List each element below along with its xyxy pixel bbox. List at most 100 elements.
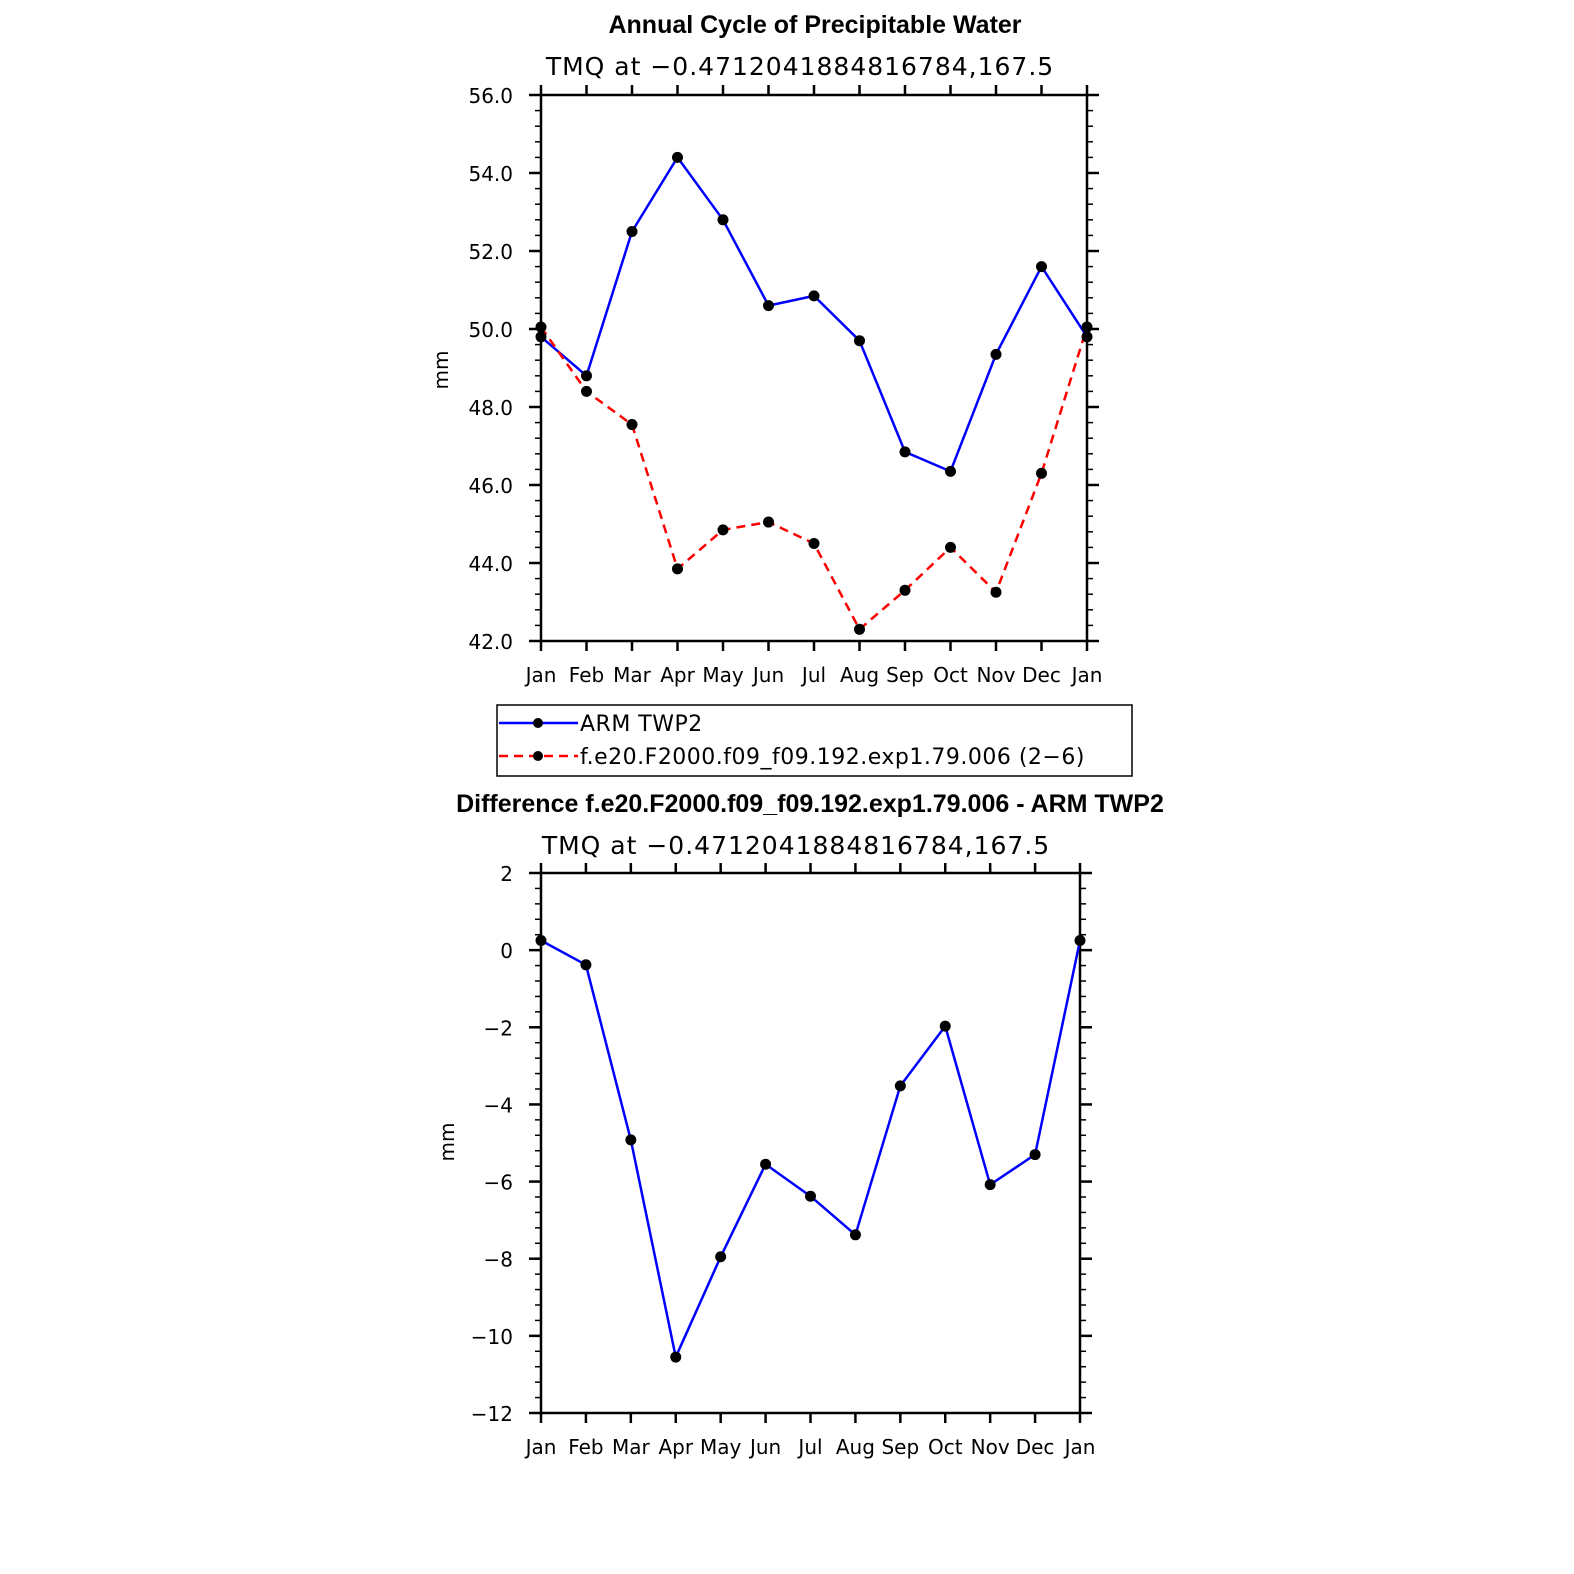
legend-label-model: f.e20.F2000.f09_f09.192.exp1.79.006 (2−6… xyxy=(580,745,1085,770)
x-tick-label: Feb xyxy=(568,1435,603,1459)
y-tick-label: 0 xyxy=(500,939,513,963)
y-tick-label: 46.0 xyxy=(468,474,513,498)
data-point xyxy=(1029,1149,1041,1161)
legend: ARM TWP2 f.e20.F2000.f09_f09.192.exp1.79… xyxy=(496,704,1133,777)
x-tick-label: Jan xyxy=(524,1435,557,1459)
data-point xyxy=(625,1134,637,1146)
x-tick-label: Jul xyxy=(800,663,826,687)
y-tick-label: −10 xyxy=(471,1325,513,1349)
x-tick-label: Jan xyxy=(1063,1435,1096,1459)
series-layer xyxy=(535,935,1086,1363)
legend-marker-arm xyxy=(533,718,543,728)
y-tick-label: −8 xyxy=(484,1248,513,1272)
series-layer xyxy=(535,151,1093,635)
legend-marker-model xyxy=(533,751,543,761)
chart-subtitle: TMQ at −0.4712041884816784,167.5 xyxy=(541,831,1050,860)
data-point xyxy=(1036,467,1047,479)
data-point xyxy=(763,516,774,528)
y-tick-label: 42.0 xyxy=(468,630,513,654)
y-tick-label: −2 xyxy=(484,1016,513,1040)
data-point xyxy=(899,584,911,596)
y-tick-label: 2 xyxy=(500,862,513,886)
x-tick-label: Sep xyxy=(881,1435,919,1459)
data-point xyxy=(580,959,592,971)
data-point xyxy=(1081,321,1093,333)
data-point xyxy=(670,1351,682,1363)
data-point xyxy=(715,1251,727,1263)
plot-axes: Jan Feb Mar Apr May Jun Jul Aug Sep Oct Nov Dec Jan−… xyxy=(471,862,1096,1459)
data-point xyxy=(990,586,1002,598)
chart-title: Difference f.e20.F2000.f09_f09.192.exp1.… xyxy=(456,790,1164,818)
y-tick-label: −4 xyxy=(484,1093,513,1117)
data-point xyxy=(849,1229,861,1241)
data-point xyxy=(854,335,865,347)
x-tick-label: Jun xyxy=(748,1435,781,1459)
data-point xyxy=(717,524,729,536)
data-point xyxy=(626,226,638,237)
y-tick-label: 44.0 xyxy=(468,552,513,576)
x-tick-label: Apr xyxy=(660,663,695,687)
x-tick-label: Jul xyxy=(796,1435,822,1459)
x-tick-label: Oct xyxy=(928,1435,963,1459)
x-tick-label: Sep xyxy=(886,663,924,687)
data-point xyxy=(808,538,820,549)
y-tick-label: 52.0 xyxy=(468,240,513,264)
data-point xyxy=(535,331,547,343)
x-tick-label: Jan xyxy=(524,663,557,687)
data-point xyxy=(535,935,547,946)
y-tick-label: 56.0 xyxy=(468,84,513,108)
x-tick-label: Mar xyxy=(613,663,652,687)
plot-frame xyxy=(539,871,1082,1415)
x-tick-label: Feb xyxy=(569,663,604,687)
data-point xyxy=(581,370,592,382)
x-tick-label: Oct xyxy=(933,663,968,687)
y-axis-label: mm xyxy=(429,351,453,390)
data-point xyxy=(1074,935,1086,946)
y-tick-label: 48.0 xyxy=(468,396,513,420)
plot-axes: Jan Feb Mar Apr May Jun Jul Aug Sep Oct Nov Dec Jan 4… xyxy=(468,84,1102,687)
data-point xyxy=(984,1179,996,1191)
data-point xyxy=(581,385,592,397)
data-point xyxy=(990,348,1002,360)
x-tick-label: Dec xyxy=(1016,1435,1055,1459)
data-point xyxy=(535,321,547,333)
series-line xyxy=(540,939,1082,1359)
x-tick-label: May xyxy=(702,663,744,687)
data-point xyxy=(939,1020,951,1032)
data-point xyxy=(672,563,683,575)
difference-chart: Difference f.e20.F2000.f09_f09.192.exp1.… xyxy=(435,790,1164,1459)
x-tick-label: Nov xyxy=(971,1435,1010,1459)
chart-title: Annual Cycle of Precipitable Water xyxy=(608,11,1021,39)
x-tick-label: Jan xyxy=(1070,663,1103,687)
x-tick-label: Nov xyxy=(976,663,1015,687)
y-tick-label: −6 xyxy=(484,1171,513,1195)
data-point xyxy=(1036,261,1047,273)
y-tick-label: 54.0 xyxy=(468,162,513,186)
data-point xyxy=(805,1190,816,1202)
data-point xyxy=(626,419,638,431)
series-line xyxy=(539,326,1089,631)
data-point xyxy=(894,1080,906,1092)
y-axis-label: mm xyxy=(435,1123,459,1162)
legend-label-arm: ARM TWP2 xyxy=(580,712,703,737)
data-point xyxy=(672,151,683,163)
y-tick-label: 50.0 xyxy=(468,318,513,342)
x-tick-label: Dec xyxy=(1022,663,1061,687)
data-point xyxy=(945,465,956,477)
x-tick-label: Jun xyxy=(751,663,784,687)
data-point xyxy=(945,541,956,553)
series-line xyxy=(540,156,1089,473)
y-tick-label: −12 xyxy=(471,1402,513,1426)
chart-subtitle: TMQ at −0.4712041884816784,167.5 xyxy=(545,52,1054,81)
data-point xyxy=(1081,331,1093,343)
x-tick-label: Apr xyxy=(658,1435,693,1459)
plot-frame xyxy=(539,93,1089,643)
annual-cycle-chart: Annual Cycle of Precipitable Water TMQ a… xyxy=(429,11,1102,687)
legend-box xyxy=(496,704,1133,777)
data-point xyxy=(717,214,729,226)
data-point xyxy=(808,290,820,302)
data-point xyxy=(763,300,774,312)
data-point xyxy=(854,623,865,635)
x-tick-label: May xyxy=(700,1435,742,1459)
